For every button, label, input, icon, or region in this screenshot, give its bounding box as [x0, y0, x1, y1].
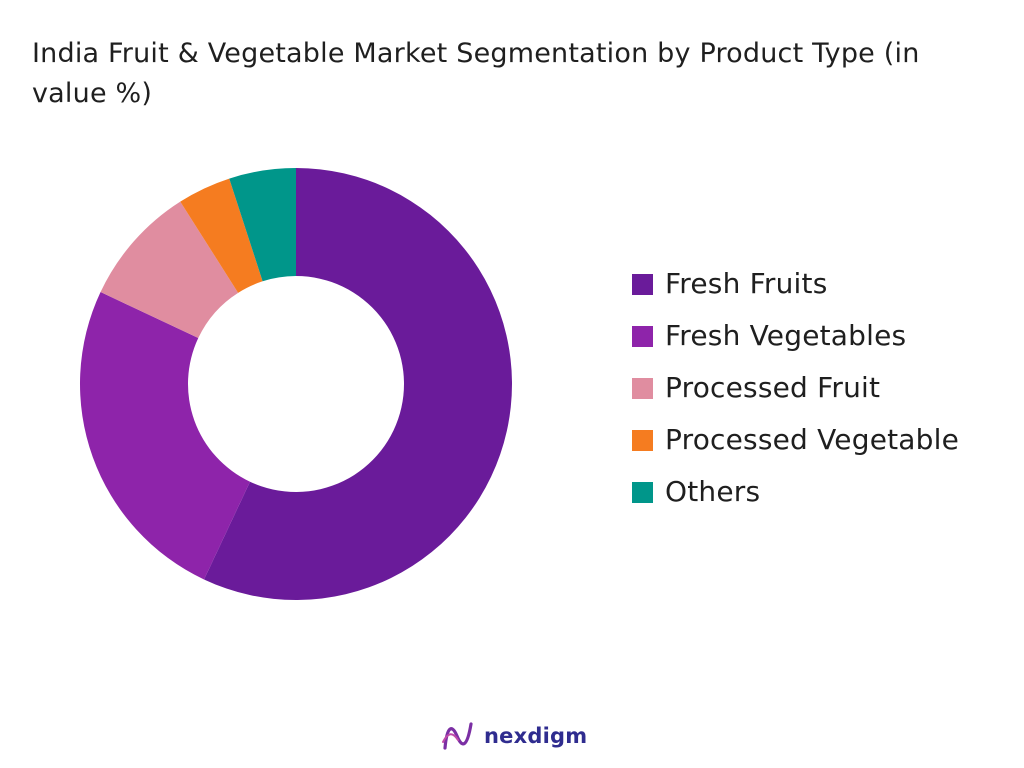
legend-label: Fresh Vegetables: [665, 319, 907, 352]
donut-slice-processed-vegetable: [180, 178, 263, 293]
legend-swatch: [632, 325, 653, 347]
donut-slice-processed-fruit: [100, 201, 239, 339]
donut-slice-others: [229, 168, 296, 282]
legend-item-processed-vegetable: Processed Vegetable: [632, 420, 959, 460]
legend-label: Processed Fruit: [665, 371, 881, 404]
legend-item-fresh-fruits: Fresh Fruits: [632, 264, 959, 304]
legend-swatch: [632, 429, 653, 451]
legend-label: Fresh Fruits: [665, 267, 828, 300]
legend-swatch: [632, 377, 653, 399]
brand-logo: nexdigm: [440, 716, 587, 756]
nexdigm-logo-icon: [442, 722, 473, 750]
legend-swatch: [632, 481, 653, 503]
legend-item-others: Others: [632, 472, 959, 512]
brand-name: nexdigm: [484, 724, 588, 748]
legend-item-fresh-vegetables: Fresh Vegetables: [632, 316, 959, 356]
donut-slice-fresh-fruits: [204, 168, 512, 600]
donut-slice-fresh-vegetables: [79, 292, 251, 580]
chart-legend: Fresh Fruits Fresh Vegetables Processed Fr…: [632, 264, 959, 524]
legend-label: Processed Vegetable: [665, 423, 960, 456]
legend-label: Others: [665, 475, 761, 508]
legend-swatch: [632, 273, 653, 295]
legend-item-processed-fruit: Processed Fruit: [632, 368, 959, 408]
chart-title: India Fruit & Vegetable Market Segmentat…: [32, 38, 920, 109]
